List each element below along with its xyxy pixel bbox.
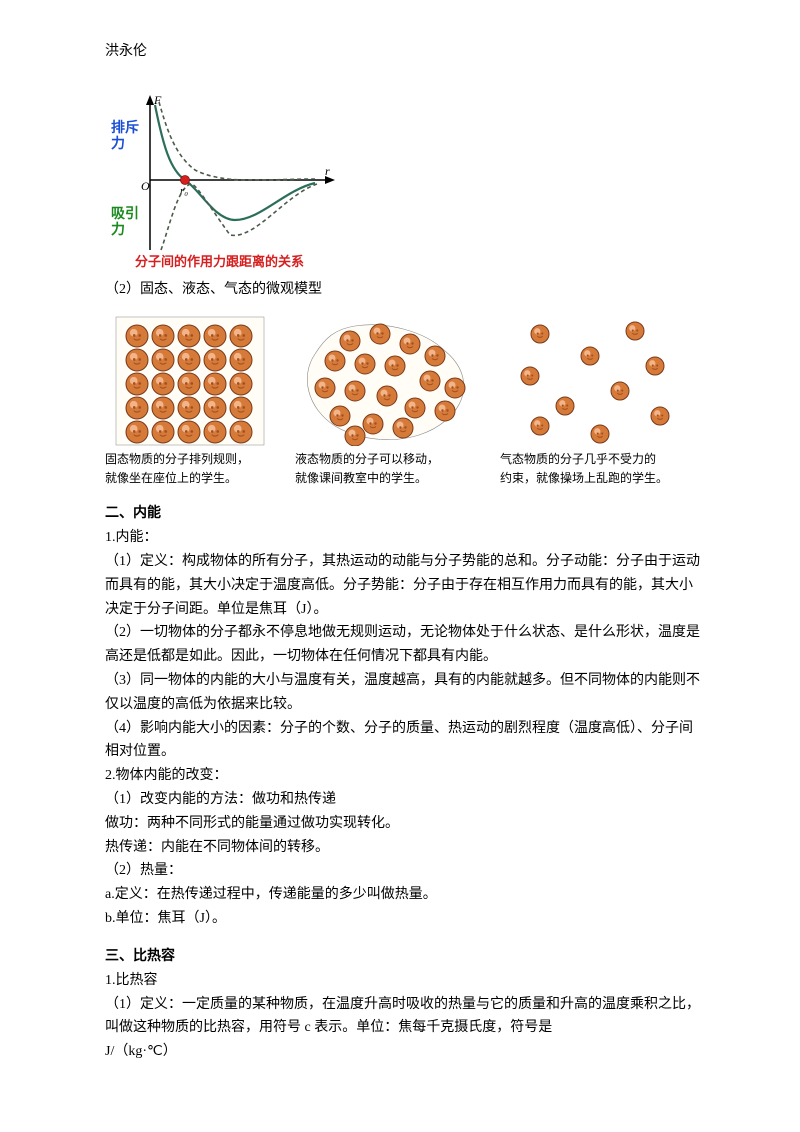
sec2-p7: 热传递：内能在不同物体间的转移。 <box>105 836 705 860</box>
svg-text:引: 引 <box>125 206 139 222</box>
sec2-1: 1.内能： <box>105 526 705 550</box>
svg-text:O: O <box>141 179 150 193</box>
sec2-p10: b.单位：焦耳（J）。 <box>105 907 705 931</box>
svg-text:力: 力 <box>111 221 125 238</box>
svg-text:斥: 斥 <box>125 119 139 136</box>
force-diagram-title: 分子间的作用力跟距离的关系 <box>135 254 304 269</box>
svg-text:r₀: r₀ <box>180 185 188 197</box>
sec2-p1: （1）定义：构成物体的所有分子，其热运动的动能与分子势能的总和。分子动能：分子由… <box>105 550 705 621</box>
liquid-caption-2: 就像课间教室中的学生。 <box>295 469 480 488</box>
sec2-2: 2.物体内能的改变： <box>105 764 705 788</box>
sec2-p8: （2）热量： <box>105 859 705 883</box>
author-name: 洪永伦 <box>105 40 705 60</box>
svg-text:F: F <box>153 93 162 107</box>
sec3-p1: （1）定义：一定质量的某种物质，在温度升高时吸收的热量与它的质量和升高的温度乘积… <box>105 993 705 1041</box>
svg-text:r: r <box>325 164 330 178</box>
gas-caption-1: 气态物质的分子几乎不受力的 <box>500 450 680 469</box>
sec2-p4: （4）影响内能大小的因素：分子的个数、分子的质量、热运动的剧烈程度（温度高低）、… <box>105 717 705 765</box>
sec2-p5: （1）改变内能的方法：做功和热传递 <box>105 788 705 812</box>
sec2-p3: （3）同一物体的内能的大小与温度有关，温度越高，具有的内能就越多。但不同物体的内… <box>105 669 705 717</box>
sec2-p2: （2）一切物体的分子都永不停息地做无规则运动，无论物体处于什么状态、是什么形状，… <box>105 621 705 669</box>
sec3-p2: J/（kg·℃） <box>105 1040 705 1064</box>
liquid-model: 液态物质的分子可以移动， 就像课间教室中的学生。 <box>295 316 480 488</box>
sec2-p9: a.定义：在热传递过程中，传递能量的多少叫做热量。 <box>105 883 705 907</box>
section-2-title: 二、内能 <box>105 502 705 522</box>
molecular-models-row: 固态物质的分子排列规则， 就像坐在座位上的学生。 液态物质的分子可以移动， 就像… <box>105 316 705 488</box>
gas-caption-2: 约束，就像操场上乱跑的学生。 <box>500 469 680 488</box>
attraction-label: 吸 <box>111 206 126 222</box>
svg-text:力: 力 <box>111 135 125 152</box>
repulsion-label: 排 <box>111 119 125 136</box>
liquid-caption-1: 液态物质的分子可以移动， <box>295 450 480 469</box>
solid-model: 固态物质的分子排列规则， 就像坐在座位上的学生。 <box>105 316 275 488</box>
section-3-title: 三、比热容 <box>105 945 705 965</box>
sec3-1: 1.比热容 <box>105 969 705 993</box>
caption-2: （2）固态、液态、气态的微观模型 <box>105 278 705 302</box>
force-distance-diagram: 排 斥 力 吸 引 力 O r₀ F r 分子间的作用力跟距离的关系 <box>105 90 340 270</box>
solid-caption-2: 就像坐在座位上的学生。 <box>105 469 275 488</box>
gas-model: 气态物质的分子几乎不受力的 约束，就像操场上乱跑的学生。 <box>500 316 680 488</box>
solid-caption-1: 固态物质的分子排列规则， <box>105 450 275 469</box>
sec2-p6: 做功：两种不同形式的能量通过做功实现转化。 <box>105 812 705 836</box>
